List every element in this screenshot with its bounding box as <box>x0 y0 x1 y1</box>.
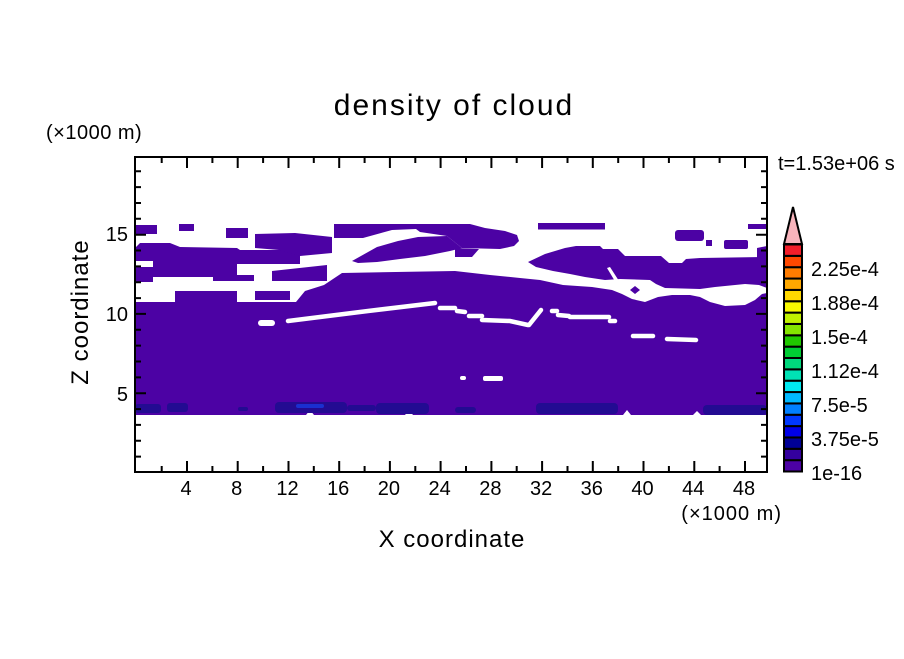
svg-text:12: 12 <box>276 478 298 500</box>
svg-text:5: 5 <box>117 384 128 406</box>
svg-text:15: 15 <box>106 224 128 246</box>
svg-text:Z coordinate: Z coordinate <box>67 239 94 384</box>
svg-text:t=1.53e+06 s: t=1.53e+06 s <box>778 153 895 175</box>
svg-text:3.75e-5: 3.75e-5 <box>811 429 879 451</box>
svg-text:4: 4 <box>180 478 191 500</box>
svg-text:24: 24 <box>428 478 450 500</box>
svg-text:7.5e-5: 7.5e-5 <box>811 395 868 417</box>
svg-text:density of cloud: density of cloud <box>334 89 574 122</box>
svg-text:1.88e-4: 1.88e-4 <box>811 293 879 315</box>
svg-text:2.25e-4: 2.25e-4 <box>811 259 879 281</box>
svg-text:10: 10 <box>106 304 128 326</box>
svg-text:44: 44 <box>682 478 704 500</box>
svg-text:1e-16: 1e-16 <box>811 463 862 485</box>
svg-text:16: 16 <box>327 478 349 500</box>
svg-text:40: 40 <box>631 478 653 500</box>
svg-text:1.12e-4: 1.12e-4 <box>811 361 879 383</box>
svg-text:X coordinate: X coordinate <box>379 526 526 553</box>
svg-text:(×1000 m): (×1000 m) <box>681 503 782 525</box>
svg-text:8: 8 <box>231 478 242 500</box>
svg-text:(×1000 m): (×1000 m) <box>46 122 142 144</box>
svg-text:28: 28 <box>479 478 501 500</box>
svg-text:1.5e-4: 1.5e-4 <box>811 327 868 349</box>
svg-text:48: 48 <box>733 478 755 500</box>
svg-text:36: 36 <box>581 478 603 500</box>
svg-text:32: 32 <box>530 478 552 500</box>
svg-text:20: 20 <box>378 478 400 500</box>
